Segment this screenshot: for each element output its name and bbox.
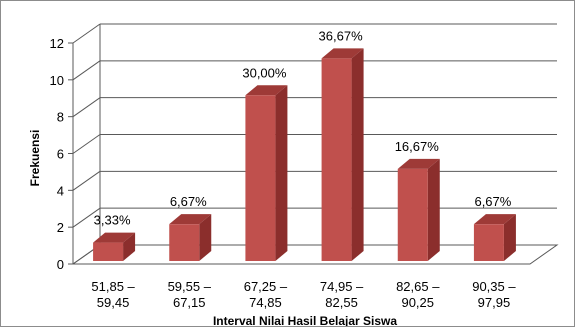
wall-line [72, 60, 101, 81]
y-tick-label: 6 [57, 147, 64, 162]
bar-front [397, 168, 428, 261]
bar-front [245, 95, 276, 261]
y-tick-label: 12 [50, 36, 64, 51]
y-tick-label: 8 [57, 110, 64, 125]
chart-floor [71, 244, 559, 265]
data-label: 6,67% [474, 194, 511, 209]
data-label: 6,67% [170, 194, 207, 209]
bars [93, 48, 516, 261]
bar-top [397, 158, 440, 169]
x-tick-label: 67,15 [173, 295, 206, 310]
bar-front [473, 224, 504, 261]
data-label: 16,67% [395, 139, 440, 154]
y-tick-label: 2 [57, 220, 64, 235]
wall-line [72, 207, 101, 228]
x-axis-title: Interval Nilai Hasil Belajar Siswa [213, 314, 397, 326]
x-tick-label: 90,25 [401, 295, 434, 310]
bar [397, 158, 440, 261]
bar-front [321, 58, 352, 261]
bar-top [93, 232, 136, 243]
y-tick-label: 4 [57, 183, 64, 198]
data-label: 30,00% [242, 65, 287, 80]
y-tick-label: 0 [57, 257, 64, 272]
x-tick-label: 97,95 [478, 295, 511, 310]
wall-line [72, 97, 101, 118]
bar [245, 85, 288, 261]
bar [321, 48, 364, 261]
bar-front [93, 242, 124, 261]
x-tick-label: 59,55 – [168, 279, 212, 294]
bar-front [169, 224, 200, 261]
x-tick-label: 67,25 – [244, 279, 288, 294]
x-tick-label: 82,65 – [396, 279, 440, 294]
bar-side [503, 214, 516, 261]
bar-top [169, 214, 212, 225]
x-tick-label: 74,95 – [320, 279, 364, 294]
bar-top [321, 48, 364, 59]
bar-top [473, 214, 516, 225]
bar-side [427, 158, 440, 261]
wall-line [72, 134, 101, 154]
bar-side [275, 85, 288, 261]
x-tick-label: 51,85 – [91, 279, 135, 294]
x-tick-label: 90,35 – [472, 279, 516, 294]
bar-top [245, 85, 288, 96]
bar [93, 232, 136, 261]
bar [473, 214, 516, 261]
data-label: 36,67% [319, 28, 364, 43]
axes [68, 24, 559, 265]
y-axis-title: Frekuensi [28, 130, 42, 187]
data-label: 3,33% [94, 213, 131, 228]
y-tick-label: 10 [50, 73, 64, 88]
x-tick-label: 82,55 [325, 295, 358, 310]
x-tick-label: 59,45 [97, 295, 130, 310]
wall-line [72, 170, 101, 191]
wall-line [72, 23, 101, 44]
bar-side [351, 48, 364, 261]
bar-side [199, 214, 212, 261]
bar-side [123, 232, 136, 261]
bar [169, 214, 212, 261]
x-tick-label: 74,85 [249, 295, 282, 310]
